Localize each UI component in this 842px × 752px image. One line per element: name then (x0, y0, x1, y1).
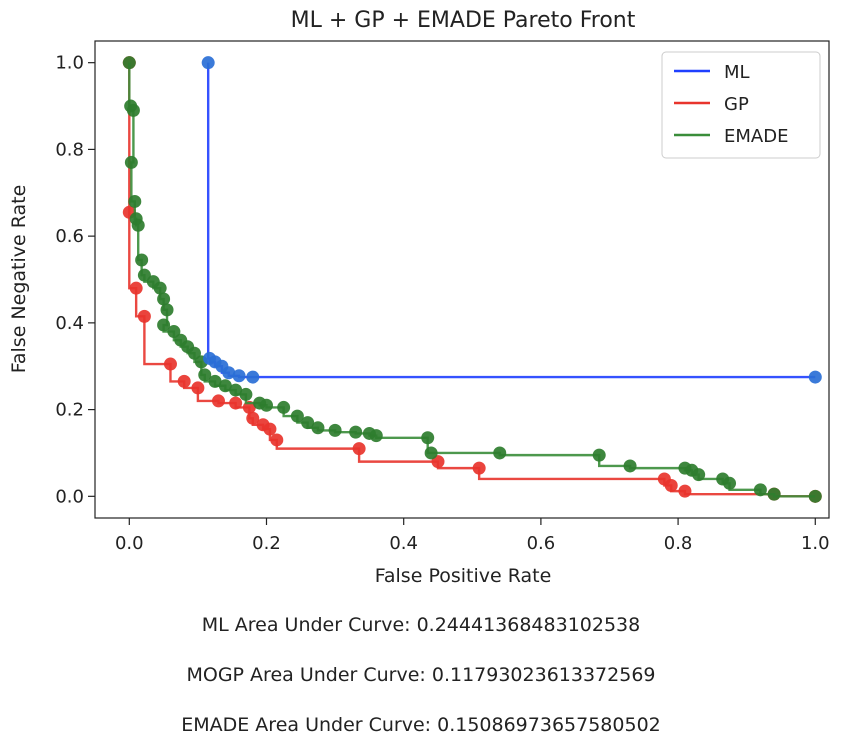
y-tick-label: 0.2 (55, 400, 84, 421)
y-tick-label: 0.0 (55, 486, 84, 507)
emade-point (592, 448, 606, 462)
emade-point (208, 374, 222, 388)
emade-point (290, 409, 304, 423)
mogp-auc-text: MOGP Area Under Curve: 0.117930236133725… (186, 664, 656, 686)
ml-point (808, 370, 822, 384)
gp-point (431, 455, 445, 469)
y-tick-label: 0.4 (55, 313, 84, 334)
gp-point (664, 478, 678, 492)
gp-point (352, 442, 366, 456)
emade-point (692, 468, 706, 482)
gp-point (246, 411, 260, 425)
emade-point (126, 103, 140, 117)
emade-point (229, 383, 243, 397)
emade-point (328, 423, 342, 437)
emade-point (424, 446, 438, 460)
gp-point (211, 394, 225, 408)
gp-point (270, 433, 284, 447)
pareto-chart: ML + GP + EMADE Pareto Front 0.0 0.2 0.4 0.… (8, 8, 830, 587)
y-axis-label: False Negative Rate (8, 185, 30, 374)
emade-point (277, 400, 291, 414)
y-tick-label: 1.0 (55, 53, 84, 74)
emade-point (187, 346, 201, 360)
emade-point (753, 483, 767, 497)
emade-point (128, 194, 142, 208)
emade-point (160, 303, 174, 317)
gp-point (163, 357, 177, 371)
emade-point (259, 398, 273, 412)
y-tick-label: 0.6 (55, 226, 84, 247)
ml-point (222, 366, 236, 380)
emade-point (808, 489, 822, 503)
ml-point (201, 56, 215, 70)
emade-point (218, 379, 232, 393)
gp-point (137, 309, 151, 323)
emade-point (767, 487, 781, 501)
emade-point (124, 155, 138, 169)
emade-point (493, 446, 507, 460)
emade-point (157, 292, 171, 306)
emade-point (135, 253, 149, 267)
emade-point (157, 318, 171, 332)
emade-legend-label: EMADE (724, 126, 788, 147)
gp-point (229, 396, 243, 410)
gp-point (263, 422, 277, 436)
emade-point (167, 325, 181, 339)
chart-title: ML + GP + EMADE Pareto Front (291, 8, 636, 33)
ml-point (232, 369, 246, 383)
emade-point (623, 459, 637, 473)
gp-legend-label: GP (724, 94, 749, 115)
x-tick-label: 0.8 (664, 533, 693, 554)
gp-point (177, 374, 191, 388)
emade-point (153, 281, 167, 295)
emade-point (369, 429, 383, 443)
emade-point (349, 425, 363, 439)
y-tick-label: 0.8 (55, 139, 84, 160)
emade-point (311, 421, 325, 435)
x-axis-label: False Positive Rate (375, 565, 552, 587)
emade-point (723, 476, 737, 490)
emade-auc-text: EMADE Area Under Curve: 0.15086973657580… (181, 714, 661, 736)
ml-point (246, 370, 260, 384)
x-tick-label: 0.6 (527, 533, 556, 554)
x-tick-label: 0.0 (115, 533, 144, 554)
emade-point (198, 368, 212, 382)
x-tick-label: 1.0 (801, 533, 830, 554)
plot-frame (94, 40, 830, 519)
x-tick-label: 0.4 (389, 533, 418, 554)
plot-area: 0.0 0.2 0.4 0.6 0.8 1.0 0.0 0.2 0.4 0.6 0.8 1.0 ML GP… (55, 40, 830, 554)
emade-point (301, 416, 315, 430)
emade-point (239, 387, 253, 401)
x-tick-label: 0.2 (252, 533, 281, 554)
ml-legend-label: ML (724, 62, 750, 83)
emade-point (137, 268, 151, 282)
legend-box (661, 51, 821, 159)
emade-point (131, 218, 145, 232)
gp-point (472, 461, 486, 475)
gp-point (129, 281, 143, 295)
emade-point (122, 56, 136, 70)
emade-point (421, 431, 435, 445)
gp-point (191, 381, 205, 395)
gp-point (678, 484, 692, 498)
ml-auc-text: ML Area Under Curve: 0.24441368483102538 (201, 614, 641, 636)
